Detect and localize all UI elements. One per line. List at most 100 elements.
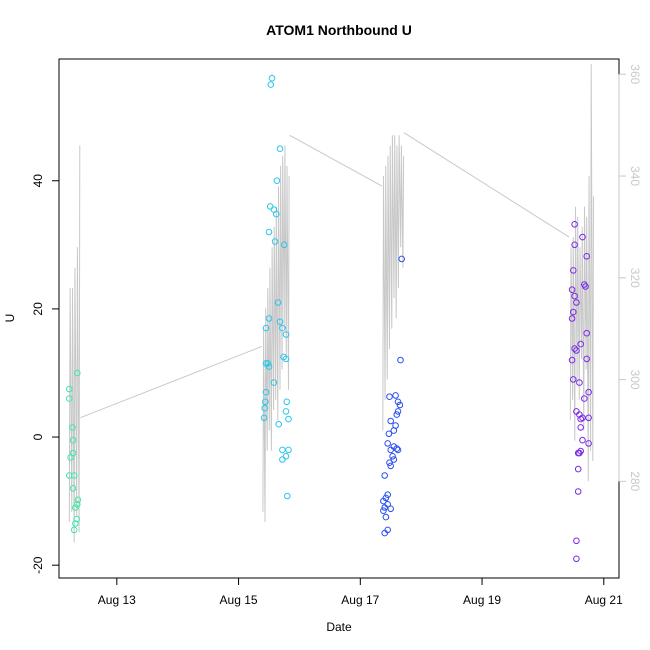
- scatter-point: [285, 446, 292, 454]
- scatter-point: [398, 255, 406, 263]
- scatter-point: [583, 355, 591, 363]
- scatter-point: [387, 462, 395, 470]
- scatter-point: [262, 398, 269, 406]
- scatter-point: [69, 424, 76, 431]
- scatter-point: [574, 488, 582, 495]
- scatter-point: [381, 504, 389, 511]
- scatter-point: [581, 395, 588, 402]
- scatter-points: [66, 74, 592, 563]
- scatter-point: [74, 496, 82, 504]
- line-series: [68, 64, 594, 543]
- scatter-point: [568, 356, 576, 364]
- scatter-point: [384, 440, 392, 447]
- scatter-point: [390, 427, 398, 434]
- y-tick-label: 40: [31, 174, 45, 188]
- scatter-point: [262, 324, 270, 332]
- line-segment-group-1: [262, 145, 290, 523]
- y-tick-label: 20: [31, 302, 45, 316]
- x-tick-label: Aug 17: [341, 593, 379, 607]
- scatter-point: [571, 292, 578, 300]
- scatter-point: [73, 515, 80, 523]
- scatter-point: [282, 453, 290, 460]
- line-connector-2: [403, 132, 570, 238]
- scatter-point: [66, 385, 73, 393]
- scatter-point: [387, 417, 395, 425]
- line-segment-group-2: [382, 135, 405, 431]
- scatter-point: [573, 299, 580, 306]
- scatter-point: [381, 529, 389, 537]
- scatter-point: [380, 507, 387, 515]
- x-tick-label: Aug 19: [463, 593, 501, 607]
- x-axis-label: Date: [326, 620, 352, 634]
- scatter-point: [69, 485, 77, 492]
- scatter-point: [585, 440, 592, 447]
- scatter-point: [275, 420, 283, 428]
- scatter-point: [74, 369, 81, 377]
- scatter-point: [284, 492, 291, 500]
- scatter-point: [69, 449, 77, 457]
- scatter-point: [261, 404, 269, 412]
- scatter-point: [390, 456, 398, 463]
- scatter-point: [397, 356, 404, 364]
- scatter-point: [583, 329, 591, 337]
- y2-tick-label: 360: [628, 64, 642, 84]
- scatter-point: [267, 81, 275, 88]
- scatter-point: [392, 392, 399, 399]
- scatter-point: [396, 401, 404, 409]
- scatter-point: [66, 395, 73, 402]
- y-tick-label: -20: [31, 556, 45, 574]
- scatter-point: [577, 415, 585, 423]
- y2-tick-label: 280: [628, 471, 642, 491]
- scatter-point: [579, 436, 586, 444]
- scatter-point: [568, 315, 576, 322]
- scatter-point: [573, 555, 580, 563]
- scatter-point: [384, 491, 392, 499]
- scatter-point: [585, 388, 592, 396]
- scatter-point: [283, 398, 291, 406]
- scatter-point: [386, 459, 393, 467]
- scatter-point: [573, 347, 580, 354]
- scatter-point: [385, 430, 393, 438]
- scatter-point: [276, 145, 284, 152]
- scatter-point: [282, 408, 290, 415]
- y-axis-label: U: [3, 314, 17, 323]
- scatter-point: [279, 446, 286, 454]
- y-axis: -20 0 20 40: [31, 174, 60, 574]
- x-tick-label: Aug 13: [98, 593, 136, 607]
- line-connector-0: [80, 346, 262, 419]
- line-connector-1: [289, 134, 383, 187]
- scatter-point: [576, 379, 583, 386]
- scatter-point: [387, 505, 395, 513]
- x-tick-label: Aug 21: [585, 593, 623, 607]
- scatter-point: [270, 379, 278, 386]
- scatter-point: [66, 472, 73, 479]
- y2-tick-label: 340: [628, 166, 642, 186]
- scatter-point: [70, 526, 78, 534]
- scatter-point: [280, 241, 288, 249]
- scatter-point: [389, 453, 396, 460]
- scatter-point: [577, 340, 585, 348]
- line-segment-group-0: [68, 145, 81, 543]
- scatter-point: [393, 445, 401, 452]
- scatter-point: [265, 315, 273, 322]
- scatter-point: [573, 537, 580, 545]
- scatter-point: [576, 449, 583, 457]
- scatter-point: [260, 414, 268, 422]
- scatter-point: [273, 210, 280, 218]
- scatter-point: [393, 411, 401, 418]
- scatter-point: [264, 360, 272, 367]
- scatter-point: [265, 363, 273, 370]
- scatter-point: [387, 446, 395, 454]
- scatter-point: [585, 414, 592, 422]
- y-axis-right: 280 300 320 340 360: [618, 64, 642, 492]
- scatter-point: [271, 238, 279, 245]
- chart-title: ATOM1 Northbound U: [266, 22, 412, 38]
- scatter-point: [570, 267, 577, 274]
- scatter-point: [571, 241, 578, 249]
- scatter-point: [571, 345, 578, 352]
- scatter-point: [72, 520, 79, 527]
- scatter-point: [579, 233, 586, 241]
- scatter-point: [577, 424, 585, 431]
- scatter-point: [394, 408, 402, 415]
